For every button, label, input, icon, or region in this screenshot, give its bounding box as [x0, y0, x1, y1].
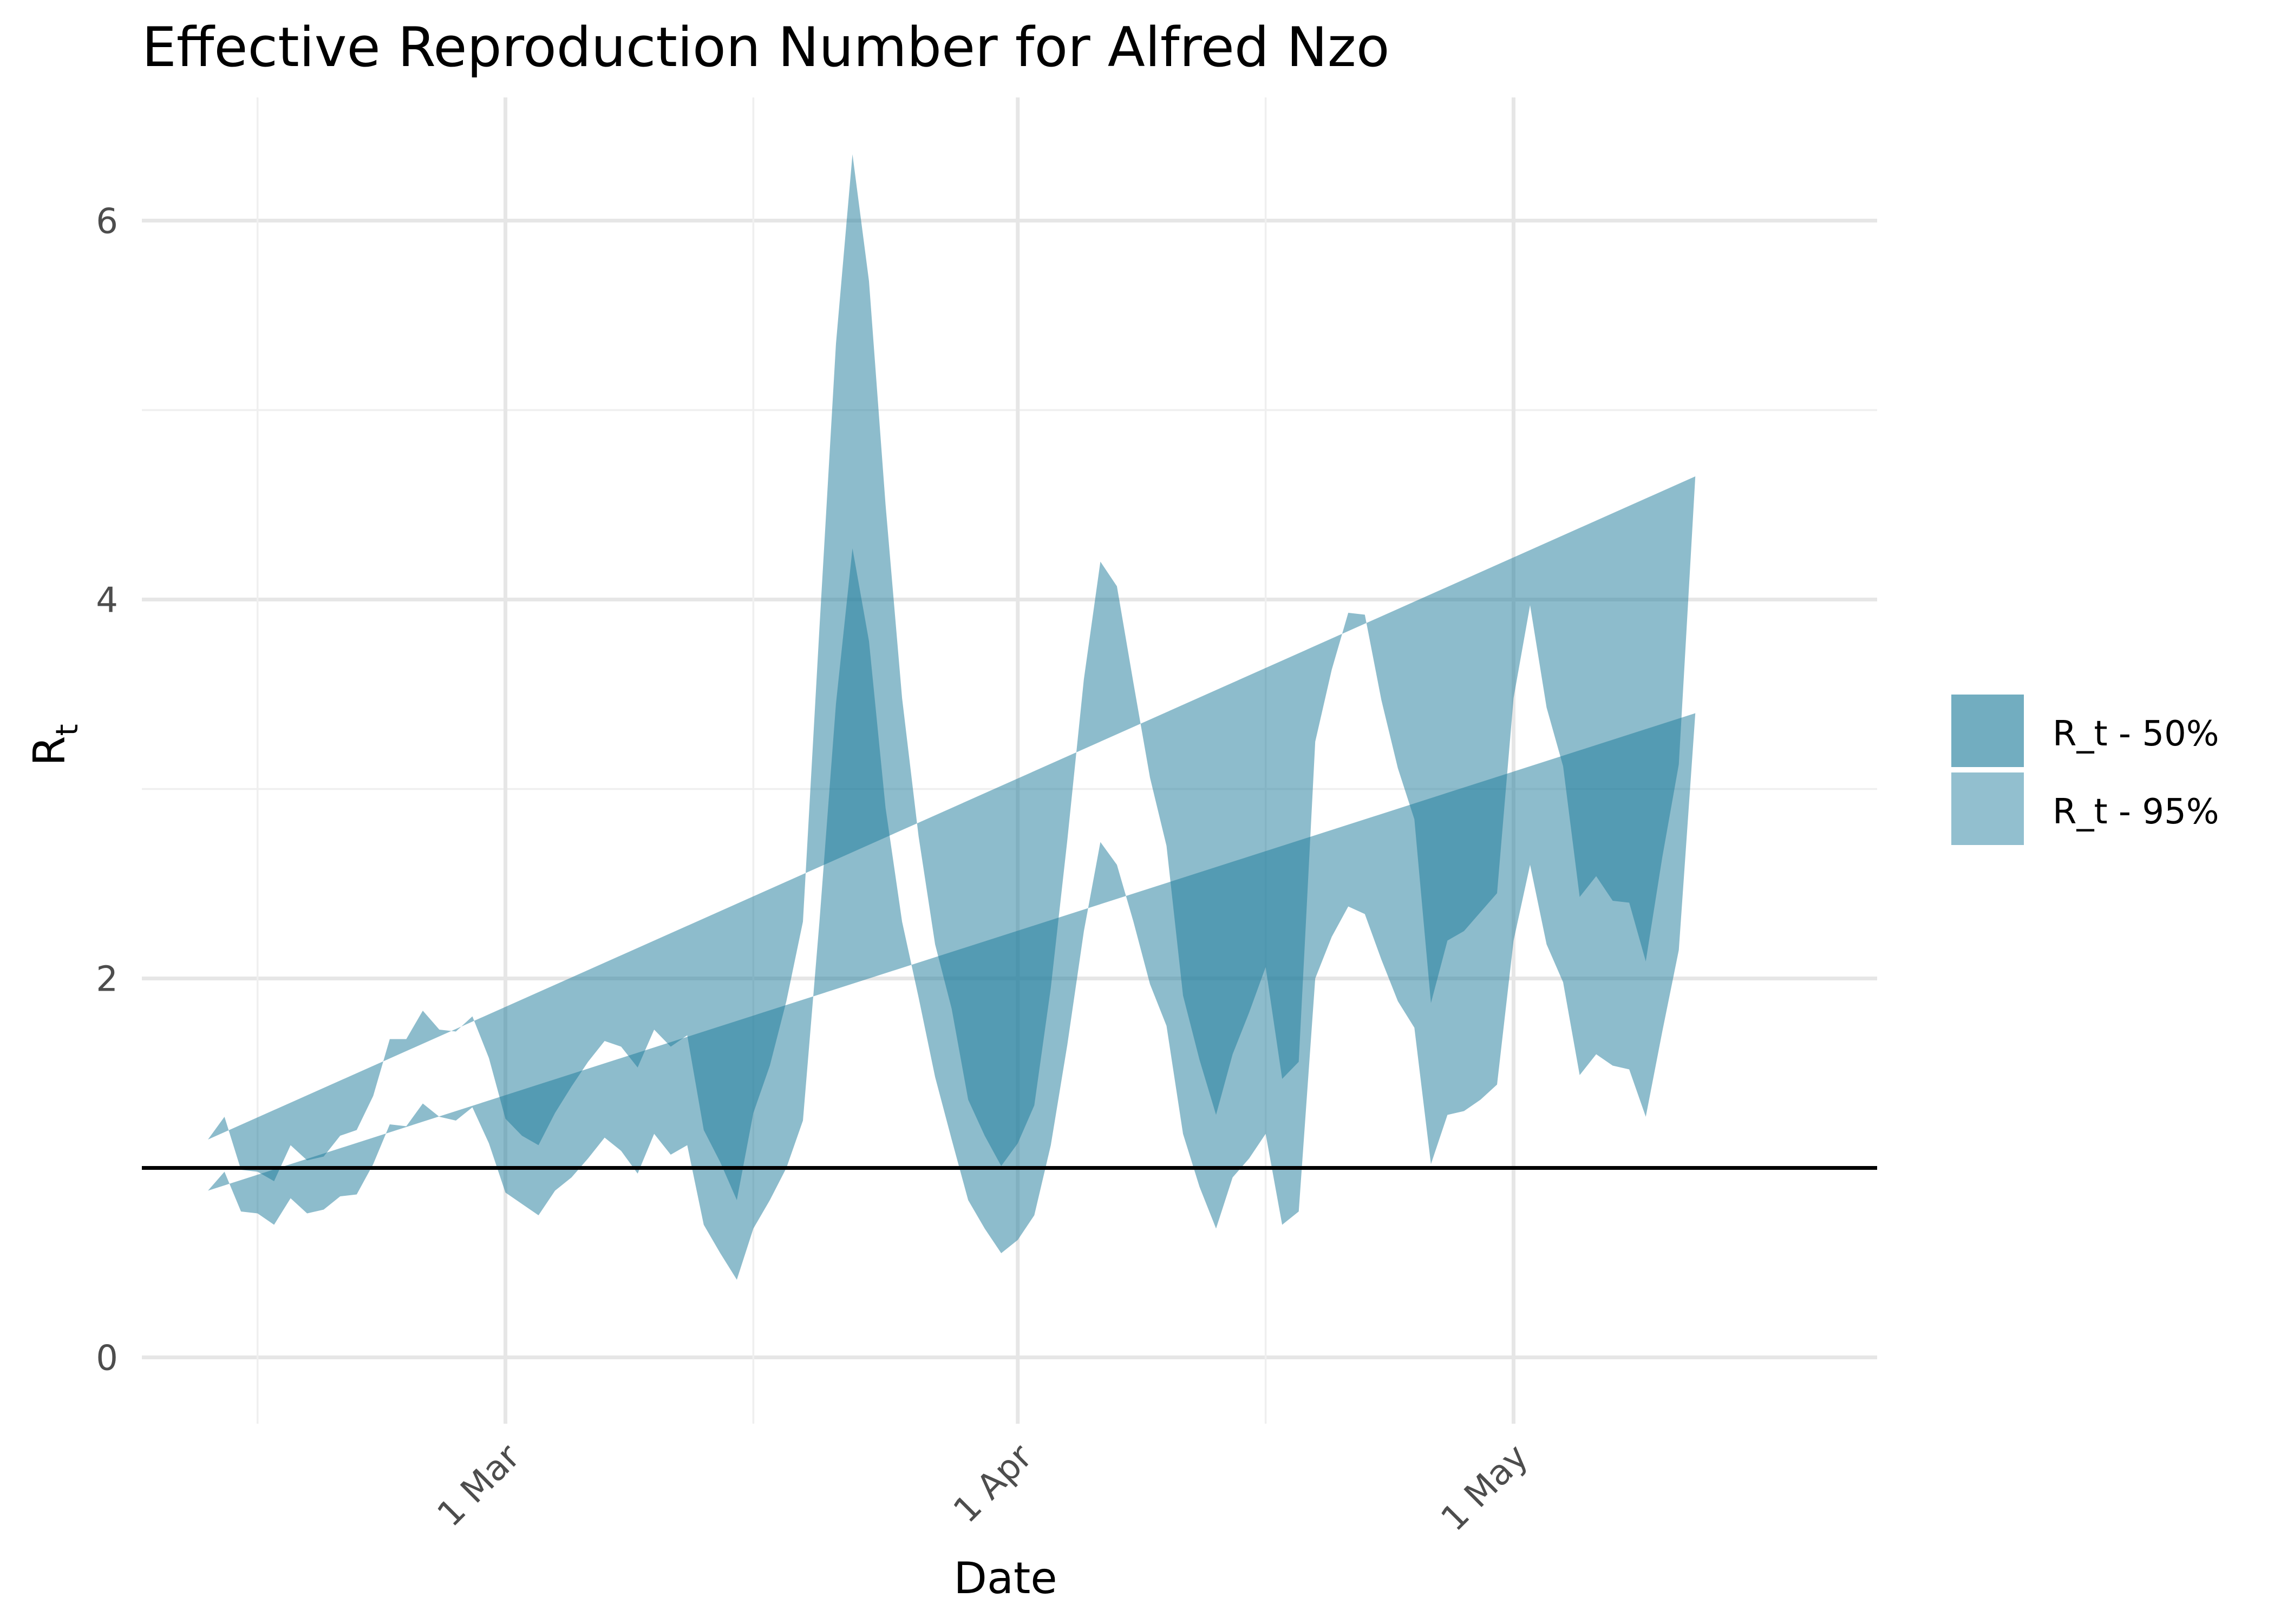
legend-key-95 [1951, 772, 2024, 845]
legend-label-50: R_t - 50% [2053, 714, 2219, 754]
legend: R_t - 50% R_t - 95% [1951, 695, 2219, 845]
band-50-area [208, 548, 1696, 1280]
x-tick-label: 1 May [1434, 1437, 1536, 1539]
legend-key-50 [1951, 695, 2024, 767]
x-tick-label: 1 Apr [946, 1437, 1040, 1531]
x-tick-label: 1 Mar [430, 1437, 528, 1535]
y-axis-title-group: Rt [24, 724, 85, 766]
y-axis-ticks: 0 2 4 6 [96, 202, 118, 1379]
chart-title: Effective Reproduction Number for Alfred… [142, 15, 1390, 79]
y-axis-title: Rt [24, 724, 85, 766]
y-axis-title-subscript: t [50, 724, 85, 736]
y-tick-label: 4 [96, 581, 118, 621]
y-tick-label: 2 [96, 960, 118, 1000]
y-tick-label: 0 [96, 1339, 118, 1379]
legend-label-95: R_t - 95% [2053, 792, 2219, 832]
y-tick-label: 6 [96, 202, 118, 242]
bands [208, 154, 1696, 1280]
y-axis-title-main: R [24, 736, 75, 766]
x-axis-ticks: 1 Mar 1 Apr 1 May [430, 1437, 1536, 1540]
x-axis-title: Date [953, 1553, 1057, 1603]
